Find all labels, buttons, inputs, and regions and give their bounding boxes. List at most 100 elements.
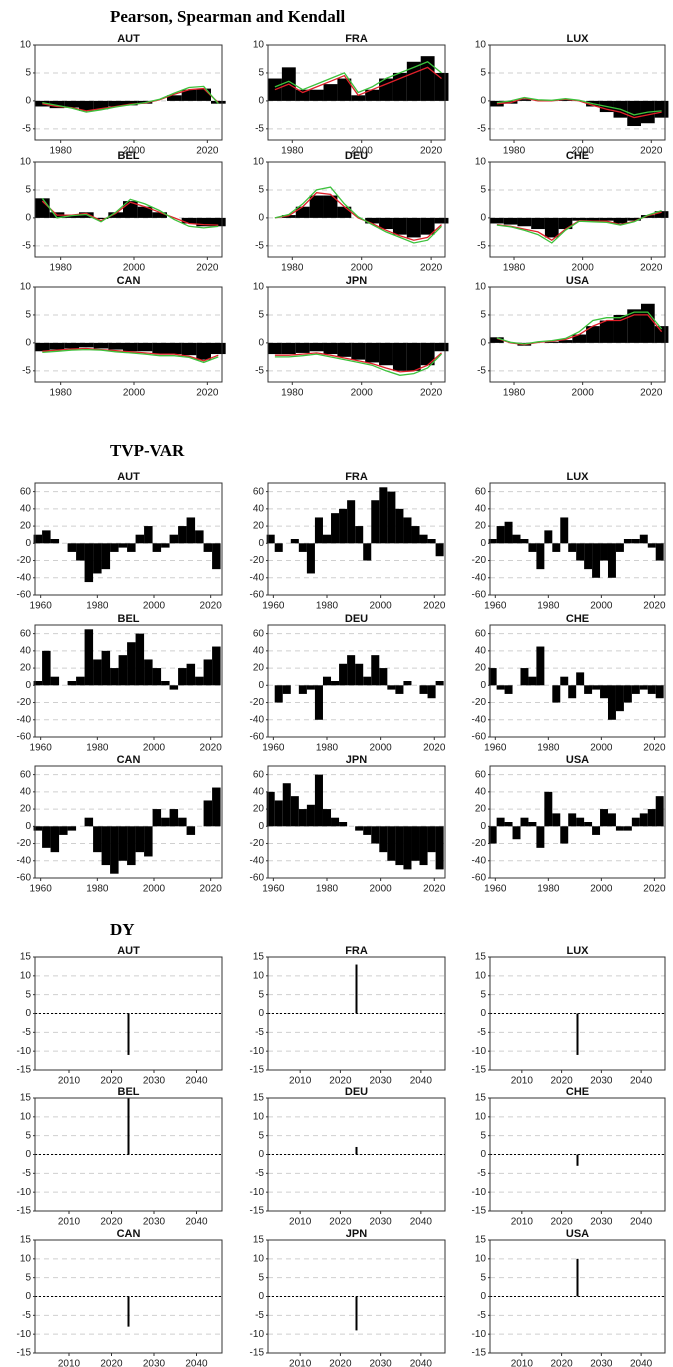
bar [118,543,128,548]
y-tick-label: -5 [22,123,31,134]
bar [640,215,655,218]
bar [67,543,77,552]
y-tick-label: 60 [20,769,32,780]
y-tick-label: 60 [253,769,265,780]
bar [490,217,504,224]
y-tick-label: -20 [17,838,32,849]
plot-frame [267,765,446,879]
bar [576,1258,579,1297]
y-tick-label: 10 [475,970,487,981]
bar [395,685,404,694]
bar [152,809,162,827]
bar [339,663,348,686]
bar [655,685,664,699]
bar [298,685,307,694]
y-tick-label: 5 [25,310,31,321]
bar [167,342,182,355]
y-tick-label: 15 [475,952,487,963]
plot-frame [267,482,446,596]
x-tick-label: 2030 [370,1217,393,1228]
bar [395,826,404,866]
bar [309,89,324,101]
y-tick-label: 10 [475,1111,487,1122]
bar [339,508,348,544]
y-tick-label: 0 [25,538,31,549]
bar [600,685,608,699]
y-tick-label: 5 [480,1130,486,1141]
bar [137,206,153,218]
bar [331,817,340,827]
panel-title: CHE [566,1086,589,1098]
bar [127,826,136,866]
bar [387,685,396,690]
bar [127,1013,130,1055]
x-tick-label: 2020 [100,1359,123,1367]
y-tick-label: -10 [250,1046,265,1057]
x-tick-label: 1960 [484,743,507,754]
plot-frame [34,161,223,258]
bar [568,685,577,699]
bar [528,543,537,552]
bar [576,1013,579,1055]
y-tick-label: 10 [475,40,487,51]
bar [108,342,123,350]
y-tick-label: 0 [258,1008,264,1019]
x-tick-label: 2010 [58,1076,81,1087]
x-tick-label: 1980 [537,743,560,754]
y-tick-label: 40 [253,503,265,514]
bar [504,822,513,827]
bar [178,668,187,686]
y-tick-label: 5 [480,1272,486,1283]
plot-frame [34,482,223,596]
y-tick-label: 0 [480,213,486,224]
panel-title: JPN [346,275,367,287]
bar [623,539,632,544]
bar [640,303,655,343]
y-tick-label: -40 [250,855,265,866]
series-line [274,66,442,97]
bar [558,99,573,101]
panel-title: DEU [345,1086,368,1098]
bar [181,89,197,101]
y-tick-label: 60 [20,486,32,497]
y-tick-label: -20 [472,697,487,708]
bar [67,826,77,831]
bar [355,1146,358,1155]
x-tick-label: 2010 [511,1359,534,1367]
bar [137,342,153,352]
plot-frame [489,1239,666,1354]
plot-frame [34,1239,223,1354]
y-tick-label: 5 [258,310,264,321]
x-tick-label: 2040 [410,1076,433,1087]
bar [84,543,94,583]
bar [435,826,444,870]
y-tick-label: 5 [25,989,31,1000]
y-tick-label: 0 [480,1008,486,1019]
y-tick-label: 40 [253,645,265,656]
y-tick-label: -5 [477,240,486,251]
x-tick-label: 2020 [196,263,219,274]
bar [576,1154,579,1166]
bar [203,543,213,552]
y-tick-label: 5 [258,68,264,79]
y-tick-label: -60 [17,590,32,601]
x-tick-label: 2000 [351,388,374,399]
bar [181,217,197,224]
bar [647,543,656,548]
x-tick-label: 2000 [123,263,146,274]
bar [572,217,587,221]
panel-title: FRA [345,33,368,45]
section-heading: DY [110,920,135,939]
y-tick-label: 40 [475,503,487,514]
bar [144,659,153,686]
bar [434,217,449,224]
bar [79,100,94,111]
bar [607,543,616,578]
plot-frame [267,286,446,383]
bar [298,809,307,827]
bar [108,212,123,218]
bar [363,826,372,835]
y-tick-label: 0 [25,213,31,224]
bar [392,342,407,371]
x-tick-label: 2040 [185,1076,208,1087]
